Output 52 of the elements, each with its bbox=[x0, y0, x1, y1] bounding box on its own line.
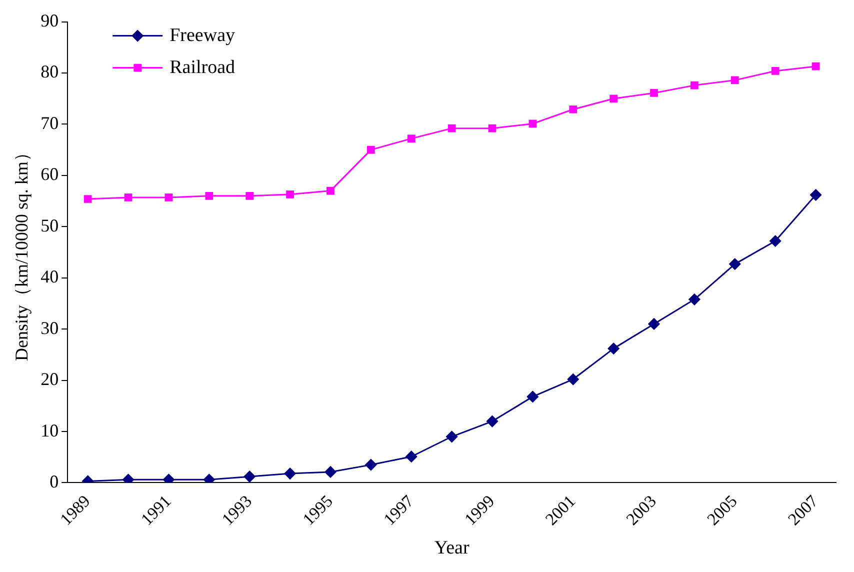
point bbox=[246, 192, 254, 200]
y-tick-label: 70 bbox=[40, 112, 59, 133]
point bbox=[326, 186, 334, 195]
point bbox=[84, 195, 92, 203]
y-axis-title: Density（km/10000 sq. km） bbox=[12, 144, 32, 362]
y-tick-label: 20 bbox=[40, 369, 59, 390]
point bbox=[406, 450, 418, 462]
point bbox=[286, 190, 294, 198]
y-tick-label: 50 bbox=[40, 215, 59, 236]
point bbox=[648, 318, 660, 330]
point bbox=[448, 124, 456, 132]
point bbox=[569, 105, 578, 114]
point bbox=[729, 258, 741, 270]
x-tick-label: 1991 bbox=[137, 492, 175, 529]
y-tick-label: 10 bbox=[40, 420, 59, 440]
y-tick-label: 40 bbox=[40, 266, 59, 287]
y-tick-label: 90 bbox=[40, 10, 59, 31]
point bbox=[810, 189, 822, 201]
point bbox=[446, 430, 458, 442]
point bbox=[284, 468, 296, 480]
point bbox=[526, 390, 538, 402]
point bbox=[365, 459, 377, 471]
point bbox=[203, 474, 215, 483]
point bbox=[324, 466, 336, 478]
y-tick-label: 0 bbox=[50, 471, 59, 492]
point bbox=[690, 81, 698, 90]
point bbox=[610, 94, 618, 103]
point bbox=[812, 62, 820, 70]
point bbox=[205, 192, 214, 200]
point bbox=[407, 134, 416, 142]
y-tick-label: 80 bbox=[40, 62, 59, 82]
y-tick-label: 30 bbox=[40, 318, 59, 338]
point bbox=[486, 416, 498, 428]
legend-label: Freeway bbox=[170, 24, 236, 46]
point bbox=[244, 470, 256, 482]
point bbox=[770, 235, 782, 247]
point bbox=[164, 194, 173, 202]
x-axis-title: Year bbox=[434, 538, 470, 559]
point bbox=[124, 194, 132, 202]
point bbox=[122, 474, 134, 483]
point bbox=[608, 342, 620, 354]
point bbox=[730, 76, 739, 84]
legend-label: Railroad bbox=[170, 56, 236, 78]
point bbox=[567, 374, 579, 386]
point bbox=[528, 120, 537, 128]
point bbox=[366, 146, 375, 154]
point bbox=[650, 89, 658, 97]
point bbox=[771, 67, 780, 75]
y-tick-label: 60 bbox=[40, 164, 59, 184]
point bbox=[162, 474, 174, 483]
point bbox=[488, 124, 496, 132]
point bbox=[688, 294, 700, 306]
